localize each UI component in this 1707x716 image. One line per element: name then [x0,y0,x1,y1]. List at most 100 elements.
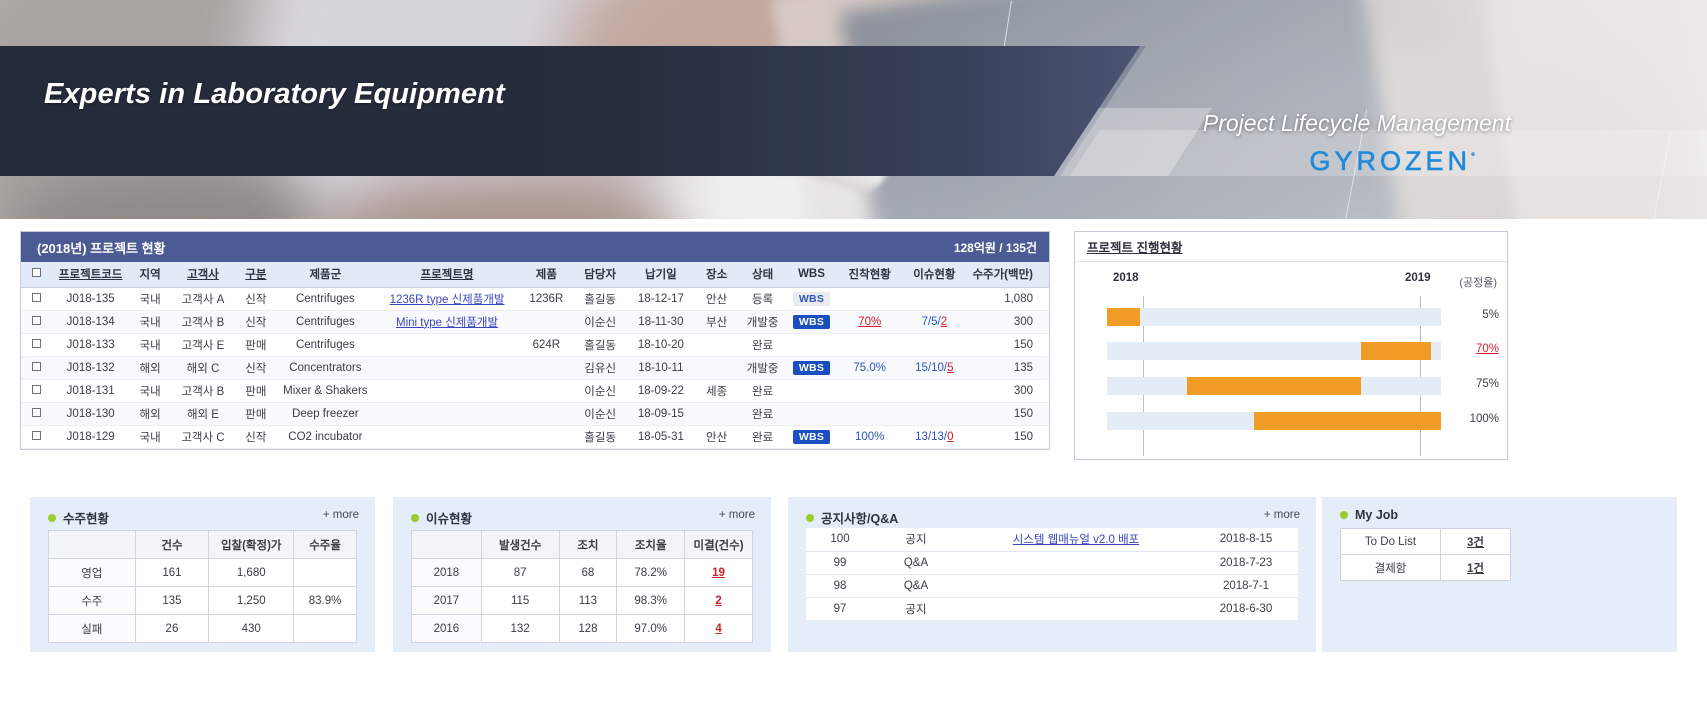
myjob-cell-value[interactable]: 3건 [1440,528,1511,555]
project-name-link[interactable]: 1236R type 신제품개발 [389,293,505,306]
checkbox-icon[interactable] [31,338,41,348]
cell-wbs[interactable] [786,333,837,357]
myjob-row[interactable]: 결제함 1건 [1340,554,1511,581]
cell-progress[interactable]: 75.0% [836,356,903,380]
row-checkbox-cell[interactable] [21,356,52,380]
row-checkbox-cell[interactable] [21,402,52,426]
col-amount[interactable]: 수주가(백만) [965,262,1049,288]
col-product-group[interactable]: 제품군 [276,262,375,288]
select-all-header[interactable] [21,262,52,288]
col-owner[interactable]: 담당자 [572,262,628,288]
myjob-cell-value[interactable]: 1건 [1440,554,1511,581]
wbs-badge[interactable]: WBS [792,314,831,329]
cell-issues[interactable]: 7/5/2 [902,310,966,334]
notice-cell-subject[interactable] [958,597,1194,620]
notice-row[interactable]: 99 Q&A 2018-7-23 [806,551,1298,575]
row-checkbox-cell[interactable] [21,333,52,357]
issues-more-button[interactable]: + more [718,509,755,521]
project-row[interactable]: J018-133 국내 고객사 E 판매 Centrifuges 624R 홀길동 18-10… [21,333,1049,357]
issues-cell-open[interactable]: 19 [684,558,753,587]
project-row[interactable]: J018-130 해외 해외 E 판매 Deep freezer 이순신 18-09-15 완… [21,402,1049,426]
col-project-name[interactable]: 프로젝트명 [374,262,520,288]
row-checkbox-cell[interactable] [21,310,52,334]
cell-project-name[interactable] [374,379,520,403]
notice-row[interactable]: 100 공지 시스템 웹매뉴얼 v2.0 배포 2018-8-15 [806,528,1298,552]
cell-wbs[interactable]: WBS [786,287,837,311]
issues-cell-open[interactable]: 2 [684,586,753,615]
row-checkbox-cell[interactable] [21,287,52,311]
checkbox-icon[interactable] [31,384,41,394]
col-wbs[interactable]: WBS [786,262,837,288]
gantt-row[interactable] [1107,412,1441,430]
project-row[interactable]: J018-134 국내 고객사 B 신작 Centrifuges Mini type 신제… [21,310,1049,334]
gantt-row[interactable] [1107,308,1441,326]
cell-progress[interactable]: 100% [836,425,903,449]
gantt-percent-label[interactable]: 70% [1475,343,1499,355]
cell-project-name[interactable] [374,356,520,380]
notice-row[interactable]: 98 Q&A 2018-7-1 [806,574,1298,598]
orders-more-button[interactable]: + more [322,509,359,521]
row-checkbox-cell[interactable] [21,379,52,403]
cell-project-name[interactable]: 1236R type 신제품개발 [374,287,520,311]
col-project-code[interactable]: 프로젝트코드 [51,262,130,288]
cell-wbs[interactable]: WBS [786,310,837,334]
checkbox-icon[interactable] [31,315,41,325]
checkbox-icon[interactable] [31,268,41,278]
col-product[interactable]: 제품 [519,262,573,288]
cell-wbs[interactable]: WBS [786,425,837,449]
open-count-link[interactable]: 4 [715,622,722,635]
cell-issues[interactable] [902,333,966,357]
cell-progress[interactable] [836,402,903,426]
open-count-link[interactable]: 19 [712,566,725,579]
gantt-bar[interactable] [1107,308,1141,326]
notice-subject-link[interactable]: 시스템 웹매뉴얼 v2.0 배포 [1012,534,1140,547]
issues-cell-open[interactable]: 4 [684,614,753,643]
progress-value[interactable]: 100% [855,430,885,443]
open-count-link[interactable]: 2 [715,594,722,607]
wbs-badge[interactable]: WBS [792,291,831,306]
checkbox-icon[interactable] [31,292,41,302]
cell-wbs[interactable] [786,402,837,426]
wbs-badge[interactable]: WBS [792,429,831,444]
cell-progress[interactable] [836,379,903,403]
col-place[interactable]: 장소 [694,262,739,288]
project-name-link[interactable]: Mini type 신제품개발 [395,316,499,329]
cell-project-name[interactable]: Mini type 신제품개발 [374,310,520,334]
project-row[interactable]: J018-129 국내 고객사 C 신작 CO2 incubator 홀길동 18-05-3… [21,425,1049,449]
project-row[interactable]: J018-135 국내 고객사 A 신작 Centrifuges 1236R type 신… [21,287,1049,311]
checkbox-icon[interactable] [31,430,41,440]
gantt-row[interactable] [1107,377,1441,395]
cell-progress[interactable] [836,287,903,311]
cell-issues[interactable] [902,402,966,426]
cell-wbs[interactable]: WBS [786,356,837,380]
col-issues[interactable]: 이슈현황 [902,262,966,288]
col-customer[interactable]: 고객사 [170,262,236,288]
myjob-count-link[interactable]: 1건 [1467,562,1484,575]
checkbox-icon[interactable] [31,361,41,371]
notice-cell-subject[interactable] [958,574,1194,598]
col-division[interactable]: 구분 [235,262,277,288]
col-due-date[interactable]: 납기일 [627,262,695,288]
issue-counts[interactable]: 13/13/0 [915,430,954,443]
progress-value[interactable]: 70% [858,315,882,328]
row-checkbox-cell[interactable] [21,425,52,449]
cell-issues[interactable]: 13/13/0 [902,425,966,449]
project-row[interactable]: J018-132 해외 해외 C 신작 Concentrators 김유신 18-10-11… [21,356,1049,380]
issue-counts[interactable]: 15/10/5 [915,361,954,374]
checkbox-icon[interactable] [31,407,41,417]
cell-issues[interactable] [902,379,966,403]
cell-project-name[interactable] [374,333,520,357]
notices-more-button[interactable]: + more [1263,509,1300,521]
myjob-count-link[interactable]: 3건 [1467,536,1484,549]
cell-project-name[interactable] [374,402,520,426]
notice-cell-subject[interactable]: 시스템 웹매뉴얼 v2.0 배포 [958,528,1194,552]
cell-progress[interactable] [836,333,903,357]
notice-cell-subject[interactable] [958,551,1194,575]
wbs-badge[interactable]: WBS [792,360,831,375]
cell-issues[interactable]: 15/10/5 [902,356,966,380]
gantt-bar[interactable] [1360,342,1431,360]
project-row[interactable]: J018-131 국내 고객사 B 판매 Mixer & Shakers 이순신 18-09… [21,379,1049,403]
progress-value[interactable]: 75.0% [853,361,887,374]
issue-counts[interactable]: 7/5/2 [921,315,948,328]
myjob-row[interactable]: To Do List 3건 [1340,528,1511,555]
